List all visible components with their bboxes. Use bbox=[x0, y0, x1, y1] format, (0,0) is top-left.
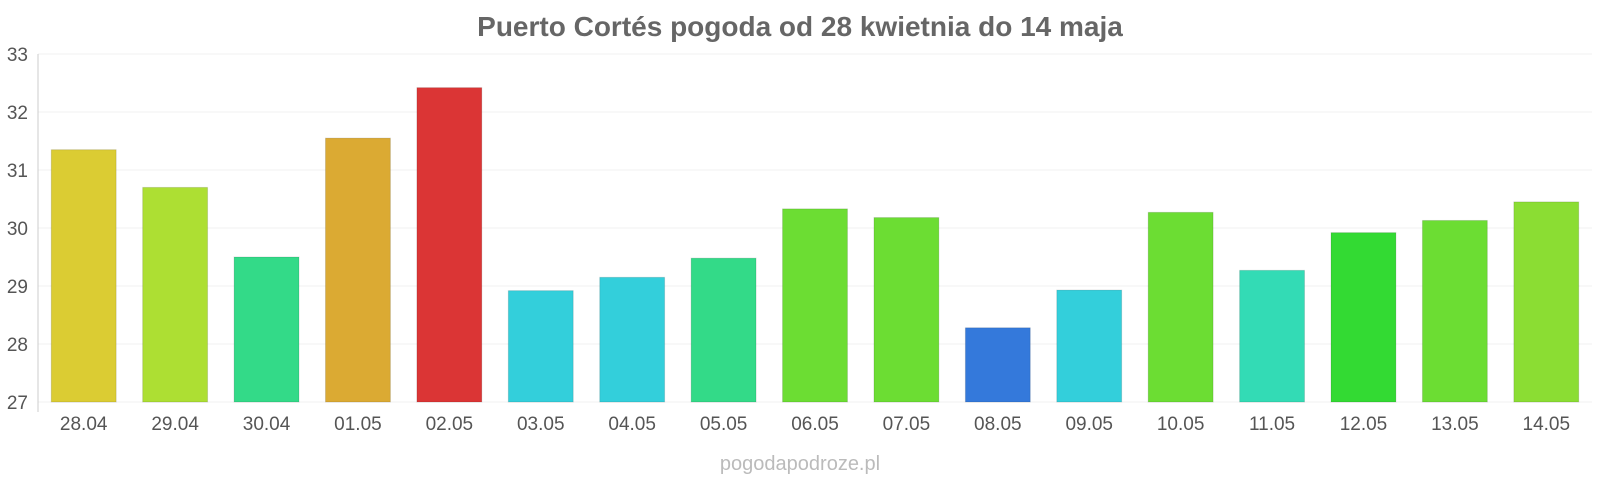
bar-10.05[interactable] bbox=[1147, 211, 1214, 403]
x-tick-label: 10.05 bbox=[1157, 414, 1205, 435]
bar-04.05[interactable] bbox=[599, 276, 666, 403]
y-tick-label: 29 bbox=[7, 277, 28, 298]
bar-28.04[interactable] bbox=[50, 149, 117, 403]
x-tick-label: 02.05 bbox=[426, 414, 474, 435]
x-tick-label: 04.05 bbox=[608, 414, 656, 435]
bar-02.05[interactable] bbox=[416, 87, 483, 403]
bar-30.04[interactable] bbox=[233, 256, 300, 403]
y-tick-label: 30 bbox=[7, 219, 28, 240]
x-tick-label: 29.04 bbox=[151, 414, 199, 435]
bar-05.05[interactable] bbox=[690, 257, 757, 403]
bar-06.05[interactable] bbox=[782, 208, 848, 403]
x-tick-label: 08.05 bbox=[974, 414, 1022, 435]
x-tick-label: 03.05 bbox=[517, 414, 565, 435]
x-tick-label: 09.05 bbox=[1065, 414, 1113, 435]
chart-title: Puerto Cortés pogoda od 28 kwietnia do 1… bbox=[477, 11, 1123, 42]
x-tick-label: 12.05 bbox=[1340, 414, 1388, 435]
x-tick-label: 30.04 bbox=[243, 414, 291, 435]
y-tick-label: 33 bbox=[7, 45, 28, 66]
y-tick-label: 31 bbox=[7, 161, 28, 182]
x-tick-label: 05.05 bbox=[700, 414, 748, 435]
y-tick-label: 32 bbox=[7, 103, 28, 124]
x-tick-label: 01.05 bbox=[334, 414, 382, 435]
x-tick-label: 06.05 bbox=[791, 414, 839, 435]
bar-01.05[interactable] bbox=[324, 137, 391, 403]
x-tick-label: 14.05 bbox=[1523, 414, 1571, 435]
x-tick-label: 11.05 bbox=[1249, 414, 1295, 435]
x-tick-label: 28.04 bbox=[60, 414, 108, 435]
bar-08.05[interactable] bbox=[964, 327, 1031, 403]
bars bbox=[50, 87, 1580, 403]
y-tick-label: 28 bbox=[7, 335, 28, 356]
tick-labels: 27 28 29 30 31 32 33 28.04 29.04 30.04 01.05 02.05 0… bbox=[7, 45, 1570, 435]
watermark: pogodapodroze.pl bbox=[720, 453, 880, 475]
bar-29.04[interactable] bbox=[142, 186, 209, 403]
bar-11.05[interactable] bbox=[1239, 269, 1306, 403]
bar-09.05[interactable] bbox=[1056, 289, 1123, 403]
bar-13.05[interactable] bbox=[1421, 219, 1488, 403]
bar-12.05[interactable] bbox=[1330, 232, 1397, 403]
x-tick-label: 13.05 bbox=[1431, 414, 1479, 435]
bar-03.05[interactable] bbox=[507, 290, 574, 403]
x-tick-label: 07.05 bbox=[883, 414, 931, 435]
bar-14.05[interactable] bbox=[1513, 201, 1580, 403]
y-tick-label: 27 bbox=[7, 393, 28, 414]
bar-07.05[interactable] bbox=[873, 217, 940, 403]
